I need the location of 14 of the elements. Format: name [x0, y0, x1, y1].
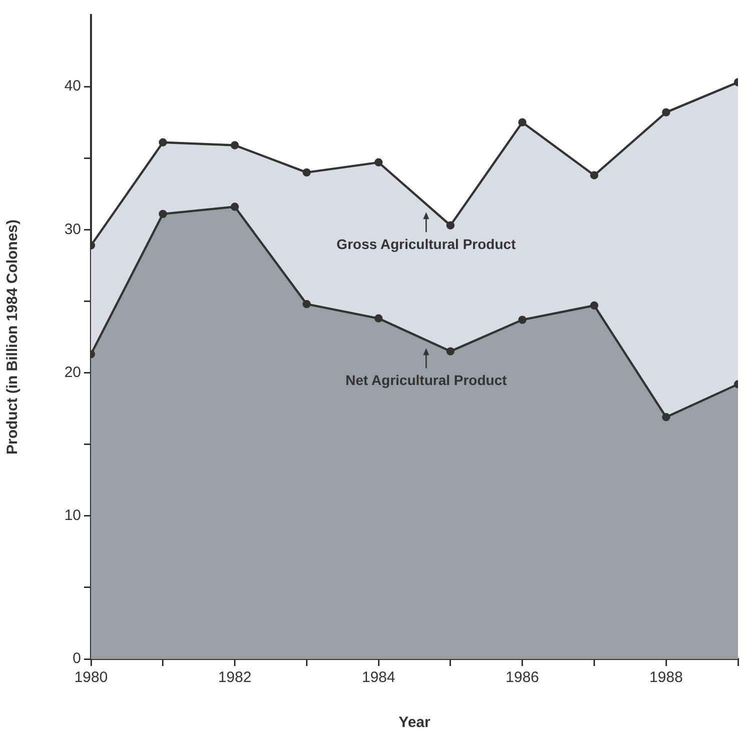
x-tick-label: 1980: [74, 669, 108, 686]
y-axis-title: Product (in Billion 1984 Colones): [4, 219, 22, 455]
x-tick-label: 1982: [218, 669, 252, 686]
x-tick-label: 1988: [649, 669, 683, 686]
annotation: Net Agricultural Product: [346, 372, 508, 388]
x-tick-label: 1986: [506, 669, 540, 686]
y-tick-label: 30: [64, 220, 81, 238]
y-tick-label: 0: [72, 650, 81, 668]
annotation: Gross Agricultural Product: [336, 236, 516, 252]
x-tick-label: 1984: [362, 669, 396, 686]
y-tick-label: 20: [64, 364, 81, 381]
x-axis-title: Year: [398, 714, 431, 732]
y-tick-label: 40: [64, 78, 81, 95]
y-tick-label: 10: [64, 507, 81, 524]
